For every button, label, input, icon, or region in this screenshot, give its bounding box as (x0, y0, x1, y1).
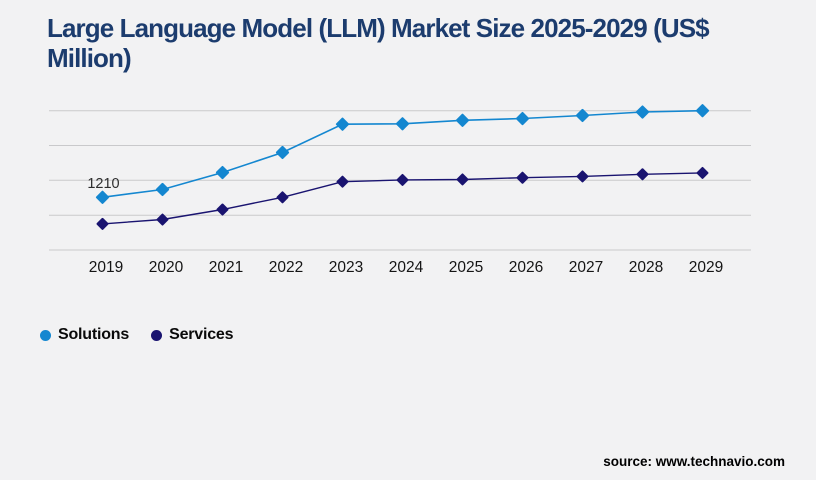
data-point-services-2027 (576, 170, 589, 183)
data-point-solutions-2022 (275, 145, 290, 160)
data-point-services-2029 (696, 166, 709, 179)
data-point-services-2023 (336, 175, 349, 188)
data-point-solutions-2025 (455, 113, 470, 127)
x-axis-label-2027: 2027 (569, 259, 603, 276)
legend-item-services: Services (151, 326, 234, 344)
data-point-solutions-2023 (335, 117, 350, 131)
x-axis-label-2029: 2029 (689, 259, 723, 276)
x-axis-label-2019: 2019 (89, 259, 123, 276)
data-point-services-2020 (156, 213, 169, 226)
data-point-services-2021 (216, 203, 229, 216)
legend-label-solutions: Solutions (58, 326, 130, 343)
x-axis-label-2021: 2021 (209, 259, 243, 276)
data-point-services-2024 (396, 173, 409, 186)
data-point-solutions-2020 (155, 182, 170, 197)
x-axis-label-2028: 2028 (629, 259, 663, 276)
data-point-solutions-2028 (635, 105, 650, 119)
legend-item-solutions: Solutions (40, 326, 129, 344)
data-point-services-2022 (276, 191, 289, 204)
data-point-services-2025 (456, 173, 469, 186)
data-point-solutions-2029 (695, 104, 710, 118)
legend-label-services: Services (169, 326, 234, 343)
legend-marker-services-icon (151, 329, 163, 341)
source-attribution: source: www.technavio.com (603, 454, 785, 469)
data-point-services-2019 (96, 217, 109, 230)
data-point-services-2026 (516, 171, 529, 184)
x-axis-label-2025: 2025 (449, 259, 483, 276)
x-axis-label-2022: 2022 (269, 259, 303, 276)
x-axis-label-2026: 2026 (509, 259, 543, 276)
data-point-services-2028 (636, 168, 649, 181)
data-point-solutions-2024 (395, 117, 410, 131)
legend-marker-solutions-icon (40, 329, 51, 341)
data-point-solutions-2027 (575, 108, 590, 123)
chart-title: Large Language Model (LLM) Market Size 2… (47, 13, 710, 73)
data-point-solutions-2026 (515, 111, 530, 126)
x-axis-label-2024: 2024 (389, 259, 424, 276)
legend: Solutions Services (40, 326, 234, 344)
x-axis-label-2020: 2020 (149, 259, 184, 276)
data-point-solutions-2021 (215, 165, 230, 180)
data-label-1210: 1210 (87, 176, 119, 192)
data-point-solutions-2019 (95, 190, 110, 204)
x-axis-label-2023: 2023 (329, 259, 363, 276)
